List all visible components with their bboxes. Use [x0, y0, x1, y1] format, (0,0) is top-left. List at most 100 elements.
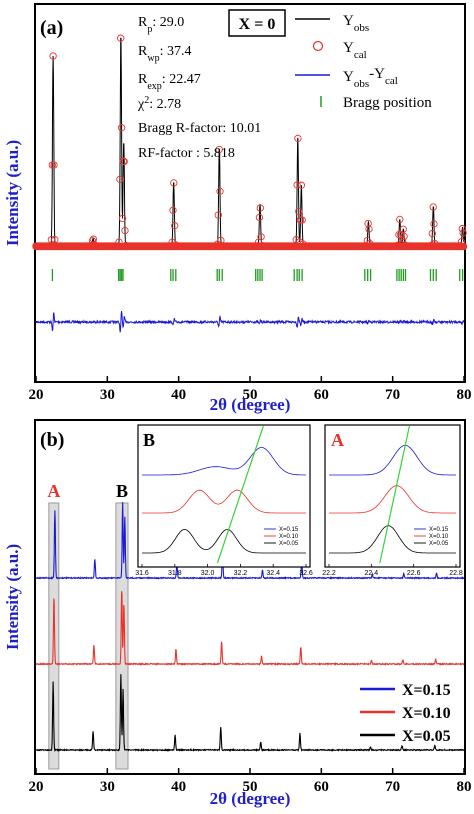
stat-rexp: Rexp: 22.47 [138, 72, 201, 92]
ycal-point [170, 179, 178, 187]
ycal-point [255, 213, 264, 222]
x-tick-label: 50 [243, 779, 258, 795]
x-tick-label: 50 [243, 387, 258, 403]
inset-legend-label: X=0.10 [279, 534, 299, 540]
inset-x-tick-label: 22.6 [407, 570, 421, 577]
x-tick-label: 60 [314, 779, 329, 795]
ycal-point [120, 157, 128, 166]
panel-a-y-title: Intensity (a.u.) [3, 140, 22, 246]
inset-legend-label: X=0.10 [429, 534, 449, 540]
ycal-point [399, 225, 407, 233]
inset-series-X015 [142, 447, 306, 476]
inset-series-X005 [329, 525, 456, 554]
inset-legend-label: X=0.05 [429, 541, 449, 547]
inset-a-curves: 22.2 22.4 22.6 22.8 X=0.15X=0.10X=0.05 [322, 425, 463, 577]
ycal-point [364, 219, 372, 228]
inset-a-letter: A [331, 430, 344, 450]
ycal-point [256, 204, 264, 212]
x-tick-label: 40 [171, 387, 186, 403]
panel-a-x-title: 2θ (degree) [210, 395, 291, 414]
panel-b-x-ticks: 20 30 40 50 60 70 80 [29, 768, 472, 795]
inset-b-letter: B [143, 430, 155, 450]
ycal-point [429, 203, 437, 211]
ycal-point [395, 231, 403, 239]
region-b [115, 502, 129, 770]
x-tick-label: 30 [100, 779, 115, 795]
panel-b-curves [35, 502, 465, 753]
region-a [48, 502, 60, 770]
x-tick-label: 60 [314, 387, 329, 403]
panel-a-letter: (a) [40, 17, 63, 39]
ycal-point [293, 181, 301, 189]
ycal-point [117, 124, 126, 132]
ycal-point [428, 229, 436, 238]
ycal-point [459, 229, 467, 237]
bragg-positions [51, 269, 464, 281]
ycal-point [295, 207, 303, 216]
composition-label: X = 0 [239, 16, 276, 33]
region-b-label: B [116, 481, 128, 501]
ycal-series [32, 34, 468, 251]
region-a-label: A [47, 481, 60, 501]
legend-x015-label: X=0.15 [402, 682, 451, 699]
x-tick-label: 80 [457, 387, 472, 403]
inset-series-X010 [329, 485, 456, 514]
panel-a-curves [32, 34, 468, 333]
ycal-point [117, 34, 125, 42]
inset-series-X005 [142, 528, 306, 554]
legend-bragg-label: Bragg position [343, 95, 432, 111]
x-tick-label: 80 [457, 779, 472, 795]
ycal-point [49, 52, 57, 60]
stat-rwp: Rwp: 37.4 [138, 44, 191, 64]
inset-a-frame [324, 424, 461, 568]
ycal-point [214, 211, 222, 219]
panel-b-x-title: 2θ (degree) [210, 789, 291, 808]
ycal-point [257, 233, 265, 241]
ycal-point [116, 175, 124, 183]
inset-legend-label: X=0.05 [279, 541, 299, 547]
ycal-point [297, 181, 306, 189]
inset-legend-label: X=0.15 [429, 527, 449, 533]
ycal-point [50, 161, 58, 169]
inset-x-tick-label: 22.2 [322, 570, 336, 577]
panel-a-x-ticks: 20 30 40 50 60 70 80 [29, 376, 472, 403]
ycal-point [169, 206, 177, 214]
x-tick-label: 20 [29, 779, 44, 795]
panel-b-letter: (b) [40, 429, 64, 451]
x-tick-label: 70 [385, 387, 400, 403]
ycal-point [215, 145, 223, 154]
inset-a: A 22.2 22.4 22.6 22.8 X=0.15X=0.10X=0.05 [322, 424, 463, 577]
stat-rp: Rp: 29.0 [138, 15, 184, 35]
ycal-point [400, 232, 408, 241]
stat-chi2: χ2: 2.78 [137, 95, 181, 113]
ycal-point [396, 215, 404, 224]
panel-b-legend: X=0.15 X=0.10 X=0.05 [360, 682, 451, 745]
x-tick-label: 40 [171, 779, 186, 795]
ycal-point [294, 134, 302, 143]
inset-x-tick-label: 31.6 [135, 570, 149, 577]
inset-legend-label: X=0.15 [279, 527, 299, 533]
yobs-series [36, 37, 465, 247]
ycal-point [121, 226, 129, 235]
ycal-point [365, 225, 373, 233]
ycal-point [216, 187, 224, 195]
composition-box [228, 9, 286, 37]
inset-x-tick-label: 32.2 [234, 570, 248, 577]
series-X015 [35, 502, 465, 580]
inset-x-tick-label: 32.6 [299, 570, 313, 577]
inset-x-tick-label: 32.0 [201, 570, 215, 577]
inset-b-curves: 31.6 31.8 32.0 32.2 32.4 32.6 X=0.15X=0.10X=0.… [135, 425, 313, 577]
inset-x-tick-label: 32.4 [266, 570, 280, 577]
inset-series-X010 [142, 489, 306, 514]
stat-bragg-r: Bragg R-factor: 10.01 [138, 121, 261, 136]
inset-x-tick-label: 22.4 [365, 570, 379, 577]
x-tick-label: 20 [29, 387, 44, 403]
x-tick-label: 30 [100, 387, 115, 403]
inset-x-tick-label: 22.8 [449, 570, 463, 577]
inset-series-X015 [329, 444, 456, 476]
legend-yobs-label: Yobs [343, 13, 369, 34]
panel-a: (a) Rp: 29.0 Rwp: 37.4 Rexp: 22.47 χ2: 2… [3, 3, 472, 414]
peak-shift-line [379, 425, 411, 564]
